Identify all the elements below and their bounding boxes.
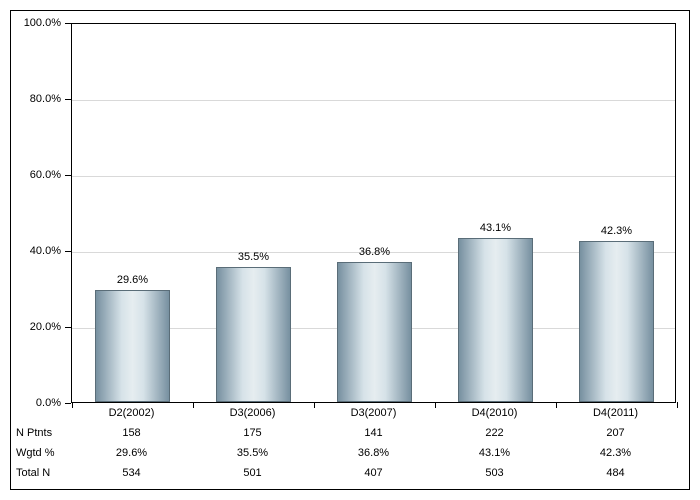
bars-group: 29.6%35.5%36.8%43.1%42.3% bbox=[72, 24, 675, 402]
chart-container: 0.0%20.0%40.0%60.0%80.0%100.0% 29.6%35.5… bbox=[10, 10, 690, 490]
bar-value-label: 35.5% bbox=[193, 251, 314, 263]
y-axis: 0.0%20.0%40.0%60.0%80.0%100.0% bbox=[11, 23, 71, 403]
y-tick-label: 40.0% bbox=[30, 245, 61, 257]
table-row: N Ptnts158175141222207 bbox=[71, 427, 676, 445]
table-cell: D3(2007) bbox=[351, 407, 397, 419]
table-cell: 35.5% bbox=[237, 447, 268, 459]
bar bbox=[458, 238, 533, 402]
bar-value-label: 43.1% bbox=[435, 222, 556, 234]
table-cell: D2(2002) bbox=[109, 407, 155, 419]
table-cell: 29.6% bbox=[116, 447, 147, 459]
bar bbox=[216, 267, 291, 402]
table-cell: 207 bbox=[606, 427, 624, 439]
data-table: D2(2002) D3(2006) D3(2007) D4(2010) D4(2011)… bbox=[71, 407, 676, 487]
bar bbox=[95, 290, 170, 402]
table-cell: 501 bbox=[243, 467, 261, 479]
category-tick bbox=[677, 402, 678, 408]
y-tick-label: 80.0% bbox=[30, 93, 61, 105]
table-cell: 141 bbox=[364, 427, 382, 439]
table-cell: 407 bbox=[364, 467, 382, 479]
table-cell: 158 bbox=[122, 427, 140, 439]
bar-value-label: 36.8% bbox=[314, 246, 435, 258]
bar-value-label: 29.6% bbox=[72, 274, 193, 286]
bar bbox=[579, 241, 654, 402]
table-cell: 503 bbox=[485, 467, 503, 479]
table-row-label: Wgtd % bbox=[16, 447, 71, 459]
table-row-label: Total N bbox=[16, 467, 71, 479]
table-row-label: N Ptnts bbox=[16, 427, 71, 439]
table-cell: 175 bbox=[243, 427, 261, 439]
y-tick-label: 0.0% bbox=[36, 397, 61, 409]
table-cell: D4(2010) bbox=[472, 407, 518, 419]
table-row: D2(2002) D3(2006) D3(2007) D4(2010) D4(2011) bbox=[71, 407, 676, 425]
bar bbox=[337, 262, 412, 402]
table-cell: 484 bbox=[606, 467, 624, 479]
table-cell: 43.1% bbox=[479, 447, 510, 459]
y-tick-label: 20.0% bbox=[30, 321, 61, 333]
bar-value-label: 42.3% bbox=[556, 225, 677, 237]
y-tick-label: 60.0% bbox=[30, 169, 61, 181]
table-row: Total N534501407503484 bbox=[71, 467, 676, 485]
table-cell: D3(2006) bbox=[230, 407, 276, 419]
table-row: Wgtd %29.6%35.5%36.8%43.1%42.3% bbox=[71, 447, 676, 465]
table-cell: 36.8% bbox=[358, 447, 389, 459]
table-cell: 42.3% bbox=[600, 447, 631, 459]
table-cell: 222 bbox=[485, 427, 503, 439]
table-cell: 534 bbox=[122, 467, 140, 479]
y-tick-label: 100.0% bbox=[24, 17, 61, 29]
plot-area: 29.6%35.5%36.8%43.1%42.3% bbox=[71, 23, 676, 403]
table-cell: D4(2011) bbox=[593, 407, 638, 419]
